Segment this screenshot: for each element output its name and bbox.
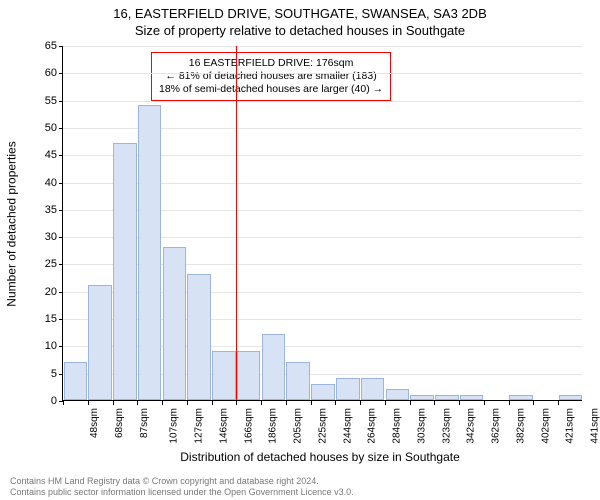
ytick-label: 30 bbox=[29, 231, 63, 243]
histogram-bar bbox=[163, 247, 187, 400]
ytick-label: 35 bbox=[29, 204, 63, 216]
xtick-mark bbox=[236, 401, 237, 405]
ytick-label: 0 bbox=[29, 395, 63, 407]
xtick-mark bbox=[187, 401, 188, 405]
xtick-label: 107sqm bbox=[169, 408, 180, 444]
histogram-bar bbox=[386, 389, 410, 400]
annotation-line-2: ← 81% of detached houses are smaller (18… bbox=[159, 70, 383, 83]
xtick-mark bbox=[410, 401, 411, 405]
xtick-mark bbox=[385, 401, 386, 405]
xtick-label: 127sqm bbox=[194, 408, 205, 444]
xtick-label: 205sqm bbox=[293, 408, 304, 444]
xtick-mark bbox=[533, 401, 534, 405]
ytick-label: 5 bbox=[29, 368, 63, 380]
xtick-label: 264sqm bbox=[367, 408, 378, 444]
ytick-label: 60 bbox=[29, 67, 63, 79]
annotation-line-3: 18% of semi-detached houses are larger (… bbox=[159, 83, 383, 96]
xtick-label: 284sqm bbox=[392, 408, 403, 444]
xtick-label: 323sqm bbox=[441, 408, 452, 444]
xtick-mark bbox=[459, 401, 460, 405]
reference-line bbox=[236, 46, 237, 400]
ytick-label: 25 bbox=[29, 258, 63, 270]
histogram-bar bbox=[311, 384, 335, 400]
plot-area: 16 EASTERFIELD DRIVE: 176sqm ← 81% of de… bbox=[62, 46, 582, 401]
histogram-bar bbox=[138, 105, 162, 400]
xtick-label: 303sqm bbox=[416, 408, 427, 444]
xtick-mark bbox=[360, 401, 361, 405]
ytick-label: 15 bbox=[29, 313, 63, 325]
title-line-2: Size of property relative to detached ho… bbox=[0, 23, 600, 40]
xtick-mark bbox=[509, 401, 510, 405]
xtick-label: 87sqm bbox=[139, 408, 150, 438]
histogram-bar bbox=[286, 362, 310, 400]
ytick-label: 65 bbox=[29, 40, 63, 52]
xtick-mark bbox=[335, 401, 336, 405]
gridline bbox=[63, 46, 582, 47]
xtick-mark bbox=[484, 401, 485, 405]
histogram-bar bbox=[113, 143, 137, 400]
histogram-bar bbox=[237, 351, 261, 400]
xtick-mark bbox=[434, 401, 435, 405]
histogram-bar bbox=[361, 378, 385, 400]
xtick-mark bbox=[286, 401, 287, 405]
xtick-mark bbox=[162, 401, 163, 405]
xtick-label: 225sqm bbox=[317, 408, 328, 444]
xtick-label: 342sqm bbox=[466, 408, 477, 444]
ytick-label: 55 bbox=[29, 95, 63, 107]
xtick-label: 48sqm bbox=[89, 408, 100, 438]
xtick-mark bbox=[261, 401, 262, 405]
titles: 16, EASTERFIELD DRIVE, SOUTHGATE, SWANSE… bbox=[0, 0, 600, 40]
histogram-bar bbox=[88, 285, 112, 400]
title-line-1: 16, EASTERFIELD DRIVE, SOUTHGATE, SWANSE… bbox=[0, 6, 600, 23]
histogram-bar bbox=[336, 378, 360, 400]
footer-line-1: Contains HM Land Registry data © Crown c… bbox=[10, 476, 590, 487]
xtick-label: 441sqm bbox=[590, 408, 600, 444]
x-axis-label: Distribution of detached houses by size … bbox=[60, 450, 580, 464]
xtick-mark bbox=[63, 401, 64, 405]
ytick-label: 45 bbox=[29, 149, 63, 161]
xtick-mark bbox=[137, 401, 138, 405]
xtick-label: 382sqm bbox=[516, 408, 527, 444]
xtick-mark bbox=[113, 401, 114, 405]
xtick-mark bbox=[88, 401, 89, 405]
histogram-bar bbox=[410, 395, 434, 400]
histogram-bar bbox=[435, 395, 459, 400]
xtick-label: 68sqm bbox=[114, 408, 125, 438]
xtick-label: 186sqm bbox=[268, 408, 279, 444]
xtick-mark bbox=[558, 401, 559, 405]
y-axis-label-wrap: Number of detached properties bbox=[4, 46, 20, 401]
xtick-label: 244sqm bbox=[342, 408, 353, 444]
ytick-label: 40 bbox=[29, 177, 63, 189]
ytick-label: 20 bbox=[29, 286, 63, 298]
ytick-label: 10 bbox=[29, 340, 63, 352]
annotation-line-1: 16 EASTERFIELD DRIVE: 176sqm bbox=[159, 57, 383, 70]
histogram-bar bbox=[460, 395, 484, 400]
gridline bbox=[63, 101, 582, 102]
histogram-bar bbox=[262, 334, 286, 400]
gridline bbox=[63, 73, 582, 74]
xtick-label: 421sqm bbox=[565, 408, 576, 444]
xtick-label: 362sqm bbox=[491, 408, 502, 444]
xtick-mark bbox=[212, 401, 213, 405]
xtick-label: 146sqm bbox=[218, 408, 229, 444]
histogram-bar bbox=[212, 351, 236, 400]
xtick-label: 402sqm bbox=[540, 408, 551, 444]
chart-container: 16, EASTERFIELD DRIVE, SOUTHGATE, SWANSE… bbox=[0, 0, 600, 500]
histogram-bar bbox=[559, 395, 583, 400]
xtick-label: 166sqm bbox=[243, 408, 254, 444]
annotation-box: 16 EASTERFIELD DRIVE: 176sqm ← 81% of de… bbox=[151, 52, 391, 101]
histogram-bar bbox=[187, 274, 211, 400]
footer: Contains HM Land Registry data © Crown c… bbox=[10, 476, 590, 499]
plot-area-wrapper: 16 EASTERFIELD DRIVE: 176sqm ← 81% of de… bbox=[62, 46, 582, 401]
histogram-bar bbox=[64, 362, 88, 400]
footer-line-2: Contains public sector information licen… bbox=[10, 487, 590, 498]
histogram-bar bbox=[509, 395, 533, 400]
y-axis-label: Number of detached properties bbox=[5, 141, 19, 306]
ytick-label: 50 bbox=[29, 122, 63, 134]
xtick-mark bbox=[311, 401, 312, 405]
